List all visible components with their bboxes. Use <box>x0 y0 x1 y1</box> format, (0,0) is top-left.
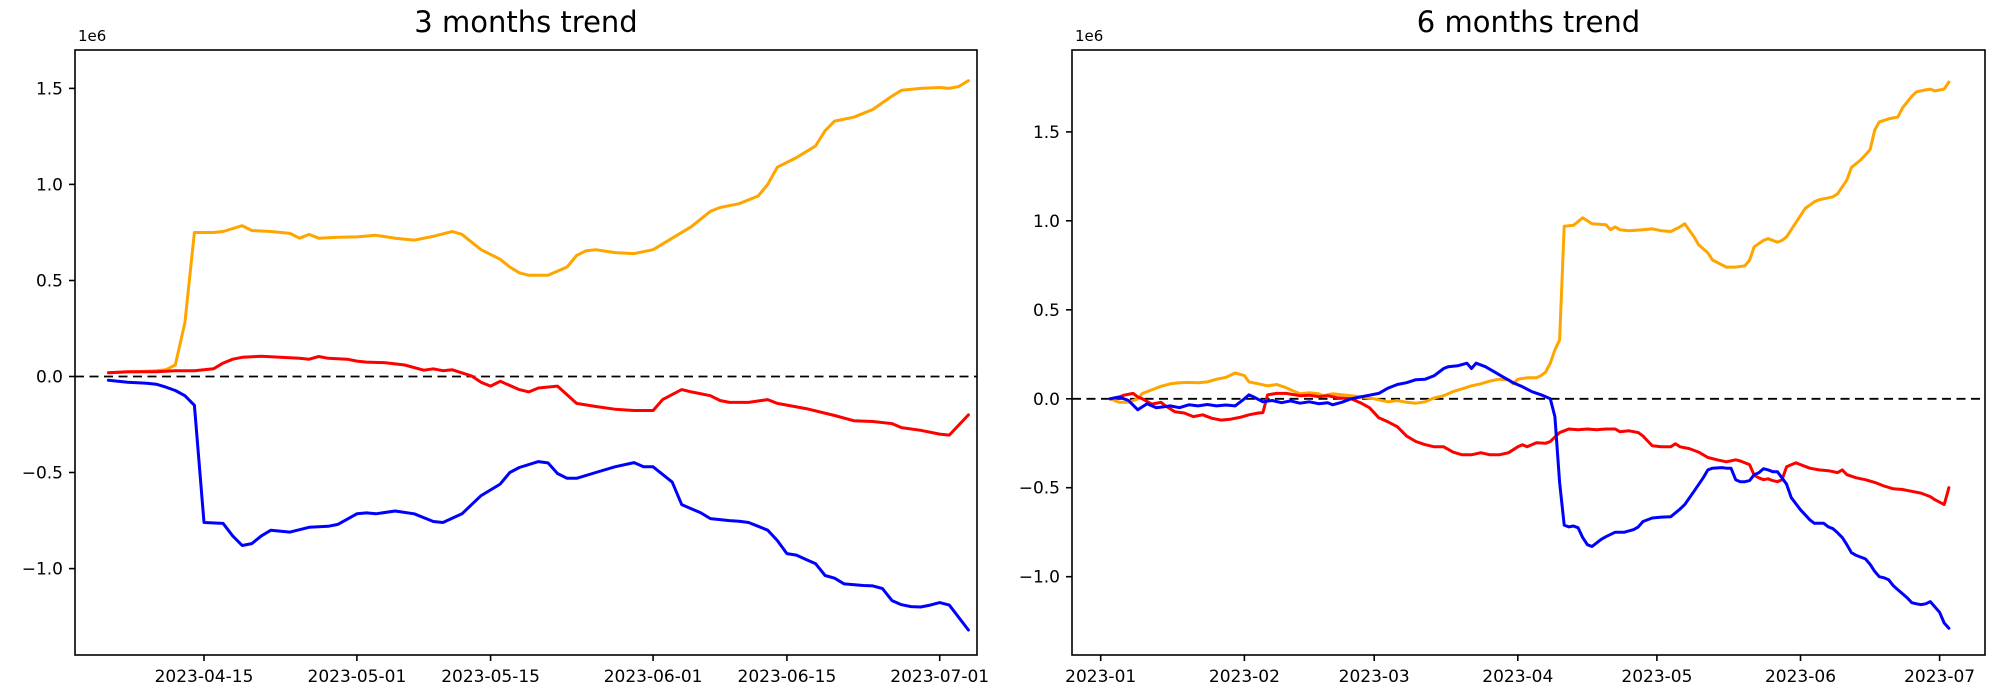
x-tick-label: 2023-07-01 <box>890 667 989 687</box>
x-tick-label: 2023-01 <box>1065 667 1136 687</box>
y-tick-label: −1.0 <box>22 560 63 580</box>
y-tick-label: 0.0 <box>36 368 63 388</box>
x-tick-label: 2023-05-15 <box>441 667 540 687</box>
x-tick-label: 2023-06 <box>1765 667 1836 687</box>
series-line-red <box>106 354 970 437</box>
y-tick-label: 1.0 <box>1033 212 1060 232</box>
y-axis-offset-label-right: 1e6 <box>1075 27 1104 45</box>
x-tick-label: 2023-06-01 <box>604 667 703 687</box>
x-tick-label: 2023-06-15 <box>738 667 837 687</box>
y-tick-label: −1.0 <box>1019 568 1060 588</box>
axes-frame <box>74 49 978 656</box>
series-line-orange <box>1108 80 1951 405</box>
chart-title-6-months: 6 months trend <box>1416 5 1641 39</box>
y-tick-label: −0.5 <box>1019 479 1060 499</box>
y-tick-label: 0.5 <box>1033 301 1060 321</box>
axes-frame <box>1071 49 1986 656</box>
y-tick-label: 0.5 <box>36 272 63 292</box>
series-line-blue <box>106 378 970 632</box>
x-tick-label: 2023-02 <box>1209 667 1280 687</box>
x-tick-label: 2023-03 <box>1339 667 1410 687</box>
series-line-blue <box>1108 361 1951 630</box>
y-tick-label: −0.5 <box>22 464 63 484</box>
y-tick-label: 1.5 <box>36 79 63 99</box>
series-line-orange <box>106 79 970 375</box>
x-tick-label: 2023-07 <box>1904 667 1975 687</box>
x-tick-label: 2023-04 <box>1482 667 1553 687</box>
y-tick-label: 1.0 <box>36 175 63 195</box>
x-tick-label: 2023-05-01 <box>308 667 407 687</box>
chart-title-3-months: 3 months trend <box>414 5 638 39</box>
y-tick-label: 0.0 <box>1033 390 1060 410</box>
series-line-red <box>1108 391 1951 507</box>
x-tick-label: 2023-04-15 <box>155 667 254 687</box>
y-axis-offset-label-left: 1e6 <box>78 27 107 45</box>
y-tick-label: 1.5 <box>1033 123 1060 143</box>
x-tick-label: 2023-05 <box>1621 667 1692 687</box>
